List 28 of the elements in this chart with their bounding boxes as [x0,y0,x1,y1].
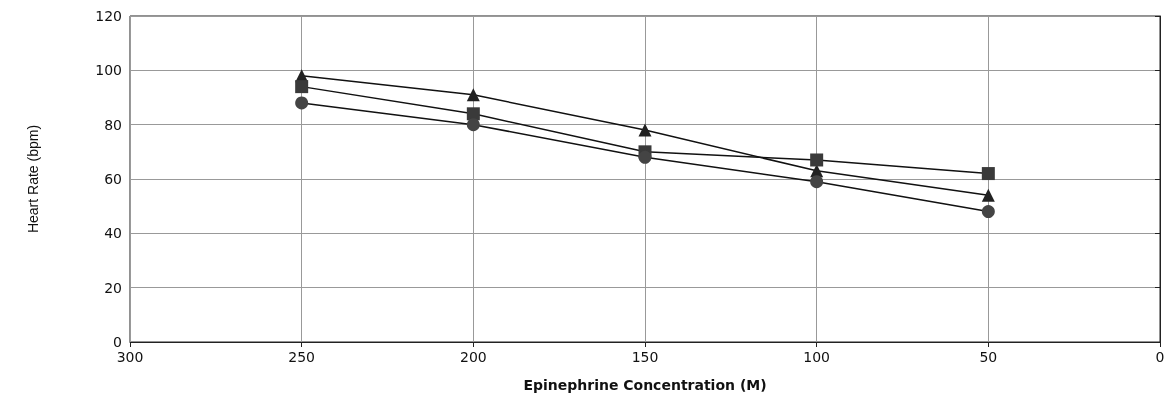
x-tick-label: 200 [459,349,487,365]
x-tick-label: 300 [116,349,144,365]
point [810,175,824,189]
x-tick-label: 250 [288,349,316,365]
point [638,150,652,164]
x-tick-label: 0 [1155,349,1165,365]
y-tick-label: 100 [95,62,122,79]
point [981,188,995,202]
y-tick-label: 40 [104,225,122,242]
point [810,153,824,167]
point [466,88,480,102]
y-tick-label: 80 [104,116,122,133]
y-tick-label: 0 [113,334,122,350]
x-axis-title: Epinephrine Concentration (M) [523,377,767,393]
point [981,167,995,181]
y-axis-title: Heart Rate (bpm) [25,124,41,234]
y-tick-label: 60 [104,171,122,187]
point [295,96,309,110]
x-tick-label: 100 [803,349,831,365]
point [295,80,309,94]
y-tick-label: 20 [104,279,122,296]
point [981,205,995,219]
point [466,118,480,132]
point [466,107,480,121]
x-tick-label: 150 [631,349,659,365]
x-tick-label: 50 [979,349,998,365]
point [638,123,652,137]
y-tick-label: 120 [95,8,122,24]
